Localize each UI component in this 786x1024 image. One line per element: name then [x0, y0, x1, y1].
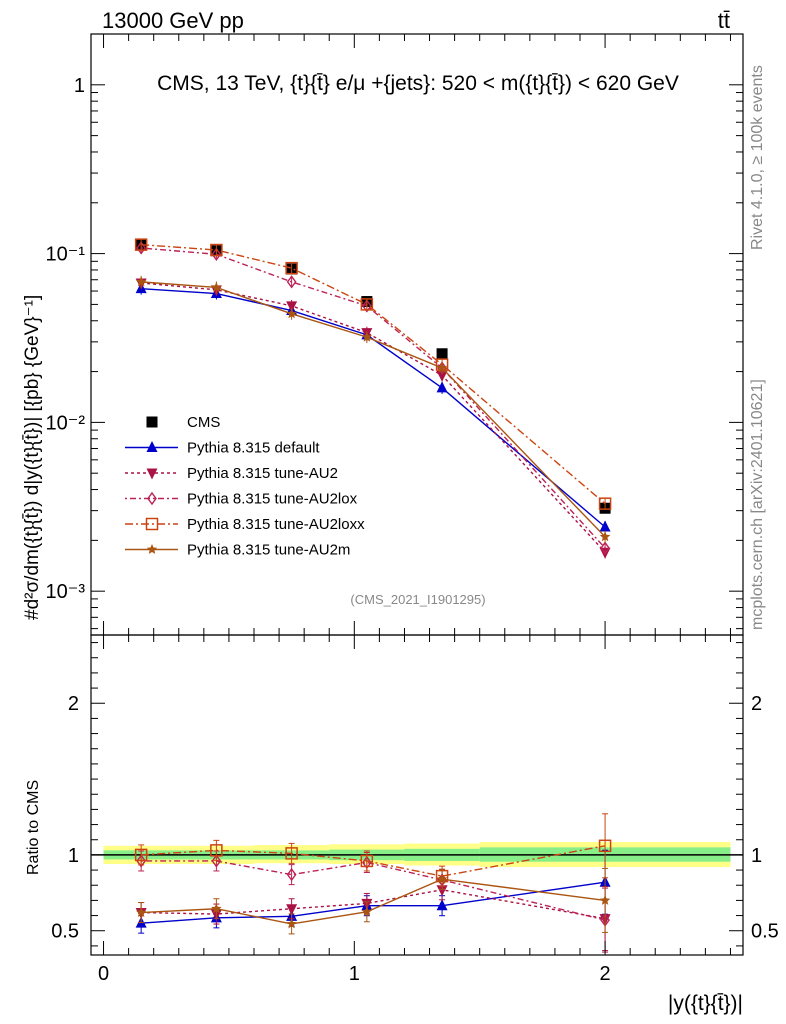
ratio-ytick-label-left: 0.5 — [51, 921, 79, 943]
ratio-ylabel: Ratio to CMS — [25, 780, 42, 875]
legend-marker — [145, 517, 159, 531]
data-point-pythia-8-315-tune-au2loxx — [210, 243, 223, 257]
energy-label: 13000 GeV pp — [102, 8, 244, 33]
legend-label: Pythia 8.315 tune-AU2 — [187, 465, 338, 482]
x-axis-label: |y({t}{t̄})| — [668, 992, 743, 1015]
ratio-point-pythia-8-315-tune-au2m — [361, 906, 373, 917]
data-point-pythia-8-315-tune-au2m — [211, 282, 222, 292]
legend-item-pythia-8-315-tune-au2loxx: Pythia 8.315 tune-AU2loxx — [125, 516, 365, 533]
ratio-point-pythia-8-315-tune-au2m — [436, 873, 448, 884]
data-point-pythia-8-315-tune-au2m — [599, 531, 611, 542]
main-title: CMS, 13 TeV, {t}{t̄} e/μ +{jets}: 520 < … — [157, 72, 679, 95]
legend-label: Pythia 8.315 tune-AU2lox — [187, 491, 358, 508]
legend-label: Pythia 8.315 default — [187, 440, 320, 457]
ratio-ytick-label-right: 0.5 — [751, 921, 779, 943]
legend-item-pythia-8-315-tune-au2: Pythia 8.315 tune-AU2 — [125, 465, 338, 482]
legend-item-cms: CMS — [146, 414, 220, 431]
series-line-pythia-8-315-tune-au2lox — [141, 247, 606, 549]
rivet-label: Rivet 4.1.0, ≥ 100k events — [749, 65, 766, 250]
ratio-point-pythia-8-315-tune-au2lox — [136, 854, 147, 868]
ratio-series-pythia-8-315-tune-au2 — [135, 879, 611, 952]
main-panel: 10⁻³ 10⁻² 10⁻¹ 1 CMS, 13 TeV, {t}{t̄} e/μ +… — [22, 33, 744, 636]
legend-item-pythia-8-315-default: Pythia 8.315 default — [125, 440, 320, 457]
ratio-ytick-label-right: 1 — [751, 845, 762, 867]
data-point-pythia-8-315-tune-au2lox — [600, 541, 610, 555]
data-point-pythia-8-315-tune-au2m — [436, 362, 448, 373]
main-ytick-label: 10⁻² — [46, 412, 86, 434]
ratio-point-pythia-8-315-tune-au2loxx — [134, 848, 148, 862]
ratio-ytick-label-right: 2 — [751, 693, 762, 715]
series-pythia-8-315-tune-au2m — [135, 275, 611, 543]
ratio-line-pythia-8-315-default — [141, 881, 606, 924]
data-point-pythia-8-315-default — [436, 381, 448, 393]
ratio-point-pythia-8-315-tune-au2loxx — [360, 854, 374, 868]
data-point-pythia-8-315-tune-au2loxx — [360, 298, 374, 311]
ratio-ytick-label-left: 1 — [68, 845, 79, 867]
data-point-pythia-8-315-tune-au2m — [286, 308, 297, 319]
ratio-line-pythia-8-315-tune-au2m — [141, 878, 606, 925]
main-ylabel: #d²σ/dm({t}{t̄}) d|y({t}{t̄})| [{pb} {Ge… — [22, 295, 43, 620]
legend: CMS Pythia 8.315 default Pythia 8.315 tune… — [125, 414, 365, 559]
xtick-label: 2 — [600, 963, 611, 985]
legend-marker — [147, 491, 157, 506]
data-point-pythia-8-315-tune-au2m — [135, 276, 147, 287]
series-pythia-8-315-tune-au2loxx — [134, 238, 612, 510]
legend-marker — [146, 441, 158, 452]
data-point-pythia-8-315-tune-au2lox — [211, 247, 222, 262]
process-label: tt̄ — [718, 8, 730, 33]
legend-label: Pythia 8.315 tune-AU2loxx — [187, 516, 365, 533]
ratio-line-pythia-8-315-tune-au2 — [141, 889, 606, 920]
ratio-point-pythia-8-315-tune-au2loxx — [210, 844, 223, 857]
ratio-point-pythia-8-315-tune-au2lox — [286, 867, 297, 882]
data-point-pythia-8-315-tune-au2lox — [286, 275, 297, 289]
ratio-point-pythia-8-315-tune-au2m — [135, 907, 147, 917]
ratio-point-pythia-8-315-tune-au2lox — [211, 854, 222, 868]
watermark: (CMS_2021_I1901295) — [350, 592, 485, 607]
ratio-line-pythia-8-315-tune-au2loxx — [141, 845, 606, 877]
mcplots-label: mcplots.cern.ch [arXiv:2401.10621] — [749, 379, 766, 630]
data-point-cms — [436, 348, 448, 360]
legend-marker — [146, 416, 158, 428]
legend-item-pythia-8-315-tune-au2m: Pythia 8.315 tune-AU2m — [125, 542, 350, 559]
series-line-pythia-8-315-tune-au2loxx — [141, 243, 606, 505]
series-line-pythia-8-315-tune-au2 — [141, 282, 606, 553]
ratio-point-pythia-8-315-tune-au2loxx — [285, 847, 298, 860]
data-point-pythia-8-315-tune-au2m — [361, 331, 373, 342]
main-ytick-label: 10⁻³ — [46, 581, 86, 603]
data-point-pythia-8-315-tune-au2lox — [136, 241, 147, 255]
series-line-pythia-8-315-tune-au2m — [141, 281, 606, 538]
ratio-point-pythia-8-315-tune-au2m — [211, 903, 222, 914]
ratio-frame — [90, 634, 744, 956]
data-point-pythia-8-315-tune-au2loxx — [285, 261, 298, 275]
ratio-point-pythia-8-315-default — [436, 899, 448, 911]
legend-marker — [146, 544, 158, 554]
ratio-panel: 0.5 0.5 1 1 2 2 0 1 2 Ratio to CMS |y({t}{t̄})| — [25, 634, 779, 1015]
legend-item-pythia-8-315-tune-au2lox: Pythia 8.315 tune-AU2lox — [125, 491, 358, 508]
data-point-pythia-8-315-tune-au2 — [436, 370, 448, 382]
legend-marker — [146, 468, 158, 480]
data-point-pythia-8-315-tune-au2loxx — [134, 238, 148, 251]
ratio-line-pythia-8-315-tune-au2lox — [141, 860, 606, 921]
legend-label: CMS — [187, 414, 220, 431]
xtick-label: 0 — [98, 963, 109, 985]
xtick-label: 1 — [349, 963, 360, 985]
ratio-point-pythia-8-315-tune-au2 — [436, 885, 448, 897]
data-point-pythia-8-315-tune-au2loxx — [598, 497, 612, 510]
data-point-pythia-8-315-tune-au2lox — [361, 299, 372, 313]
data-point-pythia-8-315-tune-au2 — [286, 301, 298, 313]
ratio-point-pythia-8-315-tune-au2 — [286, 904, 298, 916]
ratio-point-pythia-8-315-tune-au2m — [286, 918, 297, 929]
series-line-pythia-8-315-default — [141, 287, 606, 528]
ratio-point-pythia-8-315-tune-au2m — [599, 894, 611, 905]
main-ytick-label: 10⁻¹ — [46, 244, 86, 266]
ratio-series-pythia-8-315-tune-au2m — [135, 867, 611, 935]
ratio-point-pythia-8-315-tune-au2loxx — [598, 839, 612, 853]
data-point-pythia-8-315-default — [599, 520, 611, 532]
main-ytick-label: 1 — [74, 75, 85, 97]
ratio-ytick-label-left: 2 — [68, 693, 79, 715]
legend-label: Pythia 8.315 tune-AU2m — [187, 542, 350, 559]
